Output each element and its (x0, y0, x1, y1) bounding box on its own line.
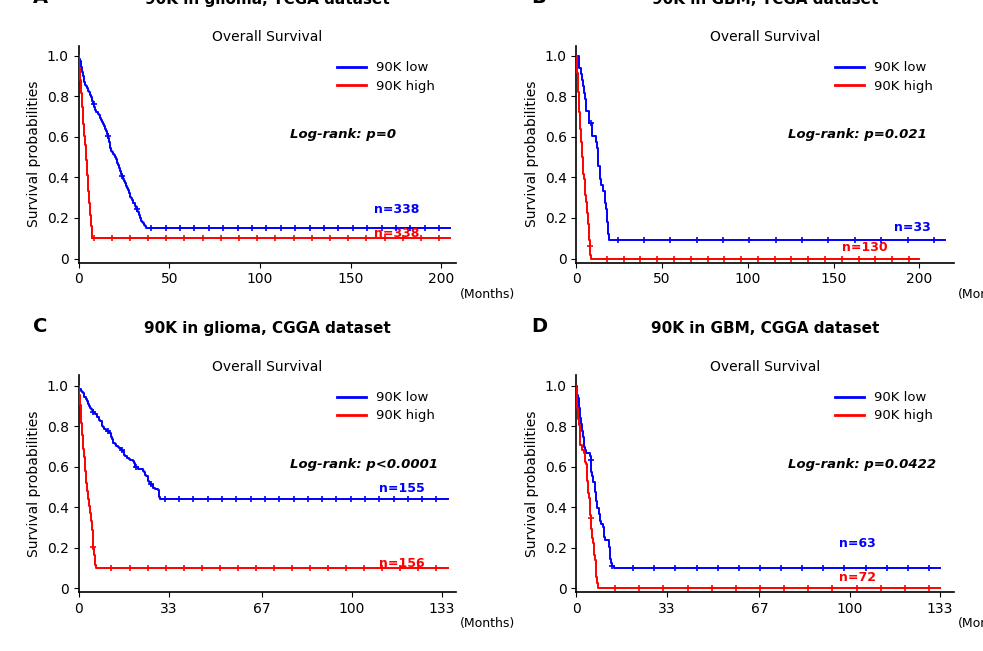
Title: Overall Survival: Overall Survival (710, 360, 820, 374)
Y-axis label: Survival probabilities: Survival probabilities (525, 81, 539, 227)
Text: B: B (531, 0, 546, 7)
Y-axis label: Survival probabilities: Survival probabilities (525, 411, 539, 557)
Text: C: C (33, 317, 48, 337)
Text: 90K in glioma, TCGA dataset: 90K in glioma, TCGA dataset (145, 0, 389, 7)
Y-axis label: Survival probabilities: Survival probabilities (28, 411, 41, 557)
Title: Overall Survival: Overall Survival (212, 360, 322, 374)
Text: Log-rank: p<0.0001: Log-rank: p<0.0001 (290, 458, 438, 471)
Text: n=338: n=338 (375, 203, 420, 216)
Legend: 90K low, 90K high: 90K low, 90K high (334, 389, 437, 425)
Y-axis label: Survival probabilities: Survival probabilities (28, 81, 41, 227)
Text: Log-rank: p=0: Log-rank: p=0 (290, 128, 396, 141)
Text: 90K in GBM, TCGA dataset: 90K in GBM, TCGA dataset (652, 0, 878, 7)
Text: (Months): (Months) (957, 288, 983, 301)
Text: n=72: n=72 (838, 572, 876, 585)
Title: Overall Survival: Overall Survival (710, 31, 820, 44)
Text: n=156: n=156 (379, 557, 425, 570)
Text: 90K in GBM, CGGA dataset: 90K in GBM, CGGA dataset (651, 322, 879, 337)
Title: Overall Survival: Overall Survival (212, 31, 322, 44)
Text: Log-rank: p=0.021: Log-rank: p=0.021 (787, 128, 926, 141)
Text: Log-rank: p=0.0422: Log-rank: p=0.0422 (787, 458, 936, 471)
Text: 90K in glioma, CGGA dataset: 90K in glioma, CGGA dataset (144, 322, 390, 337)
Text: A: A (33, 0, 48, 7)
Text: (Months): (Months) (460, 288, 515, 301)
Legend: 90K low, 90K high: 90K low, 90K high (832, 389, 936, 425)
Text: n=130: n=130 (842, 242, 888, 255)
Legend: 90K low, 90K high: 90K low, 90K high (832, 59, 936, 95)
Text: (Months): (Months) (957, 617, 983, 630)
Text: (Months): (Months) (460, 617, 515, 630)
Text: n=33: n=33 (894, 221, 930, 234)
Legend: 90K low, 90K high: 90K low, 90K high (334, 59, 437, 95)
Text: n=155: n=155 (379, 482, 425, 495)
Text: n=338: n=338 (375, 227, 420, 240)
Text: n=63: n=63 (838, 537, 876, 550)
Text: D: D (531, 317, 548, 337)
